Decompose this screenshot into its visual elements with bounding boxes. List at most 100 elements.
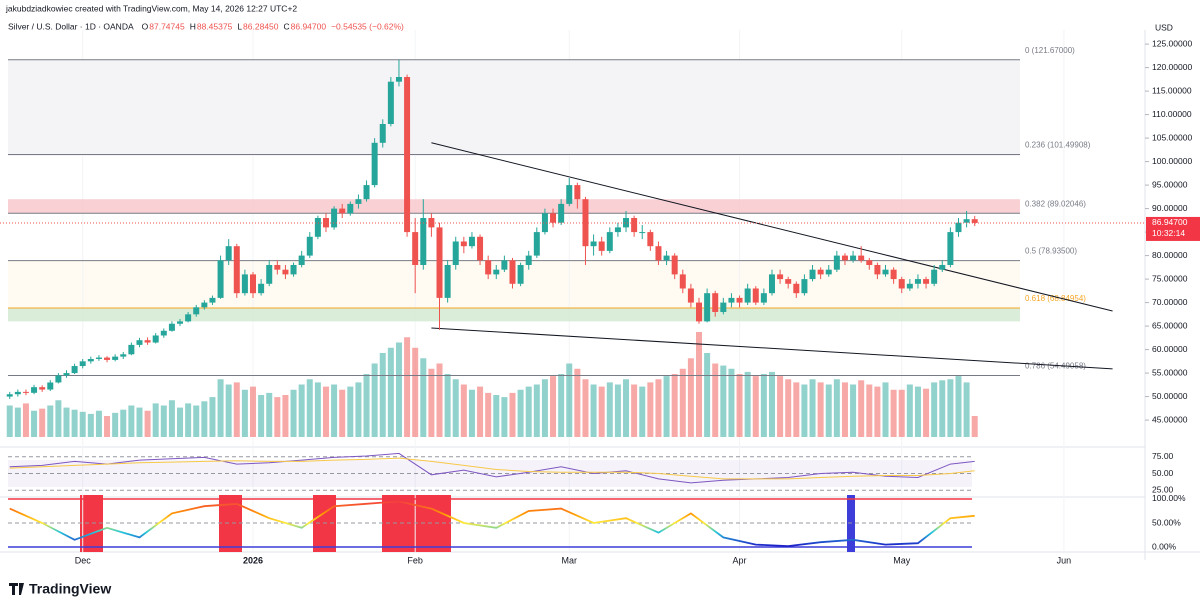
candle-body bbox=[339, 208, 346, 214]
volume-bar bbox=[144, 410, 151, 437]
candle-body bbox=[914, 279, 921, 284]
candle-body bbox=[590, 241, 597, 247]
volume-bar bbox=[55, 400, 62, 437]
candle-body bbox=[193, 307, 200, 315]
volume-bar bbox=[112, 412, 119, 437]
fib-label: 0.382 (89.02046) bbox=[1025, 199, 1086, 208]
volume-bar bbox=[712, 363, 719, 437]
candle-body bbox=[55, 375, 62, 383]
logo: TradingView bbox=[9, 581, 111, 597]
legend-value: 87.74745 bbox=[149, 21, 185, 31]
candle-body bbox=[168, 323, 175, 331]
candle-body bbox=[728, 297, 735, 303]
candle-body bbox=[793, 283, 800, 294]
candle-body bbox=[809, 269, 816, 280]
volume-bar bbox=[687, 358, 694, 437]
highlight bbox=[80, 495, 103, 552]
volume-bar bbox=[509, 392, 516, 437]
indicator-line bbox=[9, 457, 975, 480]
volume-bar bbox=[760, 374, 767, 437]
y-tick-label: 70.00000 bbox=[1152, 297, 1188, 307]
volume-bar bbox=[120, 409, 127, 437]
volume-bar bbox=[890, 389, 897, 437]
volume-bar bbox=[193, 405, 200, 437]
candle-body bbox=[274, 264, 281, 270]
volume-bar bbox=[136, 407, 143, 437]
y-tick-label: 125.00000 bbox=[1152, 38, 1192, 48]
symbol: Silver / U.S. Dollar · 1D · OANDA bbox=[8, 21, 134, 31]
candle-body bbox=[241, 274, 248, 294]
candle-body bbox=[322, 217, 329, 228]
candle-body bbox=[331, 208, 338, 228]
candle-body bbox=[614, 227, 621, 233]
y-tick-label: 100.00% bbox=[1152, 493, 1186, 503]
candle-body bbox=[841, 255, 848, 261]
volume-bar bbox=[696, 332, 703, 437]
candle-body bbox=[890, 269, 897, 280]
candle-body bbox=[801, 279, 808, 294]
volume-bar bbox=[971, 416, 978, 437]
candle-body bbox=[850, 255, 857, 261]
volume-bar bbox=[517, 389, 524, 437]
candle-body bbox=[209, 297, 216, 303]
volume-bar bbox=[947, 379, 954, 437]
candle-body bbox=[679, 274, 686, 289]
volume-bar bbox=[250, 386, 257, 437]
candle-body bbox=[533, 232, 540, 256]
y-tick-label: 50.00000 bbox=[1152, 391, 1188, 401]
logo-mark bbox=[9, 583, 24, 595]
y-tick-label: 90.00000 bbox=[1152, 203, 1188, 213]
candle-body bbox=[128, 344, 135, 355]
candle-body bbox=[31, 387, 38, 393]
fib-label: 0.236 (101.49908) bbox=[1025, 141, 1091, 150]
candle-body bbox=[525, 255, 532, 265]
candle-body bbox=[379, 123, 386, 143]
volume-bar bbox=[266, 392, 273, 437]
candle-body bbox=[387, 81, 394, 124]
volume-bar bbox=[306, 379, 313, 437]
volume-bar bbox=[128, 405, 135, 437]
y-tick-label: 65.00000 bbox=[1152, 320, 1188, 330]
volume-bar bbox=[71, 409, 78, 437]
volume-bar bbox=[882, 382, 889, 437]
candle-body bbox=[225, 246, 232, 261]
fib-label: 0.786 (54.49058) bbox=[1025, 362, 1086, 371]
candle-body bbox=[493, 269, 500, 275]
volume-bar bbox=[558, 374, 565, 437]
volume-bar bbox=[152, 403, 159, 437]
volume-bar bbox=[931, 382, 938, 437]
volume-bar bbox=[485, 392, 492, 437]
candle-body bbox=[736, 297, 743, 303]
volume-bar bbox=[825, 384, 832, 437]
candle-body bbox=[598, 241, 605, 251]
volume-bar bbox=[752, 376, 759, 437]
volume-bar bbox=[647, 382, 654, 437]
volume-bar bbox=[614, 384, 621, 437]
volume-bar bbox=[298, 384, 305, 437]
candle-body bbox=[258, 283, 265, 294]
candle-body bbox=[647, 232, 654, 247]
volume-bar bbox=[160, 405, 167, 437]
volume-bar bbox=[874, 386, 881, 437]
fib-label: 0.618 (68.84954) bbox=[1025, 294, 1086, 303]
volume-bar bbox=[817, 382, 824, 437]
candle-body bbox=[501, 260, 508, 270]
candle-body bbox=[931, 269, 938, 284]
volume-bar bbox=[6, 405, 13, 437]
x-tick-label: 2026 bbox=[243, 555, 263, 565]
volume-bar bbox=[720, 365, 727, 437]
candle-body bbox=[631, 217, 638, 233]
candle-body bbox=[963, 219, 970, 223]
y-tick-label: 80.00000 bbox=[1152, 250, 1188, 260]
y-tick-label: 115.00000 bbox=[1152, 85, 1192, 95]
volume-bar bbox=[704, 353, 711, 437]
volume-bar bbox=[168, 400, 175, 437]
x-tick-label: Dec bbox=[75, 555, 92, 565]
legend-key: C bbox=[284, 21, 290, 31]
candle-body bbox=[22, 391, 29, 393]
legend-key: L bbox=[237, 21, 242, 31]
candle-body bbox=[63, 373, 70, 376]
candle-body bbox=[541, 213, 548, 233]
volume-bar bbox=[47, 405, 54, 437]
fib-label: 0.5 (78.93500) bbox=[1025, 247, 1077, 256]
